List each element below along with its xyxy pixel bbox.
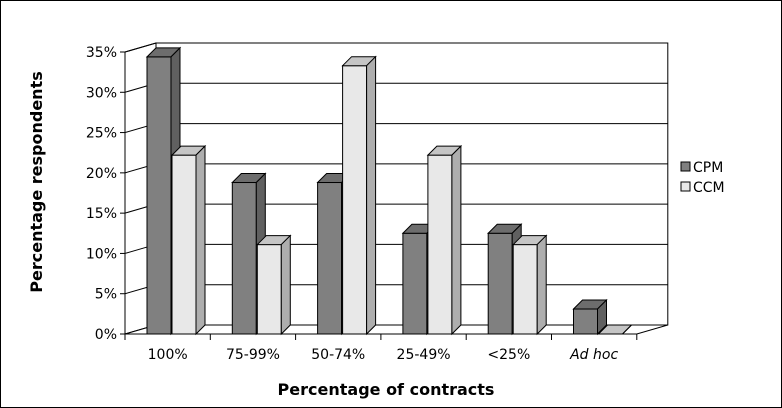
bar-ccm-4 [511, 234, 548, 336]
legend-swatch-ccm [680, 181, 691, 192]
y-tick-label-0: 0% [95, 327, 117, 343]
x-tick-label-5: Ad hoc [569, 347, 618, 363]
legend-swatch-cpm [680, 161, 691, 172]
legend-label-cpm: CPM [693, 160, 723, 176]
y-tick-labels: 0% 5% 10% 15% 20% 25% 30% 35% [86, 45, 117, 343]
x-tick-label-4: <25% [487, 347, 530, 363]
y-tick-label-5: 5% [95, 287, 117, 303]
x-axis-title: Percentage of contracts [278, 380, 495, 399]
x-tick-label-2: 50-74% [311, 347, 365, 363]
bar-ccm-3 [426, 144, 463, 336]
y-tick-label-20: 20% [86, 166, 117, 182]
bar-ccm-0 [170, 144, 207, 336]
bar-ccm-1 [256, 234, 292, 336]
chart-walls [124, 42, 669, 335]
legend-label-ccm: CCM [693, 180, 725, 196]
axes [120, 51, 638, 340]
y-tick-label-10: 10% [86, 246, 117, 262]
y-tick-label-15: 15% [86, 206, 117, 222]
bars [145, 46, 633, 336]
legend: CPM CCM [680, 160, 725, 196]
y-axis-title: Percentage respondents [27, 71, 46, 292]
y-tick-label-25: 25% [86, 126, 117, 142]
y-tick-label-35: 35% [86, 45, 117, 61]
x-tick-label-1: 75-99% [226, 347, 280, 363]
x-tick-label-3: 25-49% [397, 347, 451, 363]
x-tick-label-0: 100% [148, 347, 188, 363]
bar-ccm-2 [341, 55, 377, 336]
x-tick-labels: 100% 75-99% 50-74% 25-49% <25% Ad hoc [148, 347, 619, 363]
bar-cpm-5 [572, 298, 608, 336]
y-tick-label-30: 30% [86, 85, 117, 101]
